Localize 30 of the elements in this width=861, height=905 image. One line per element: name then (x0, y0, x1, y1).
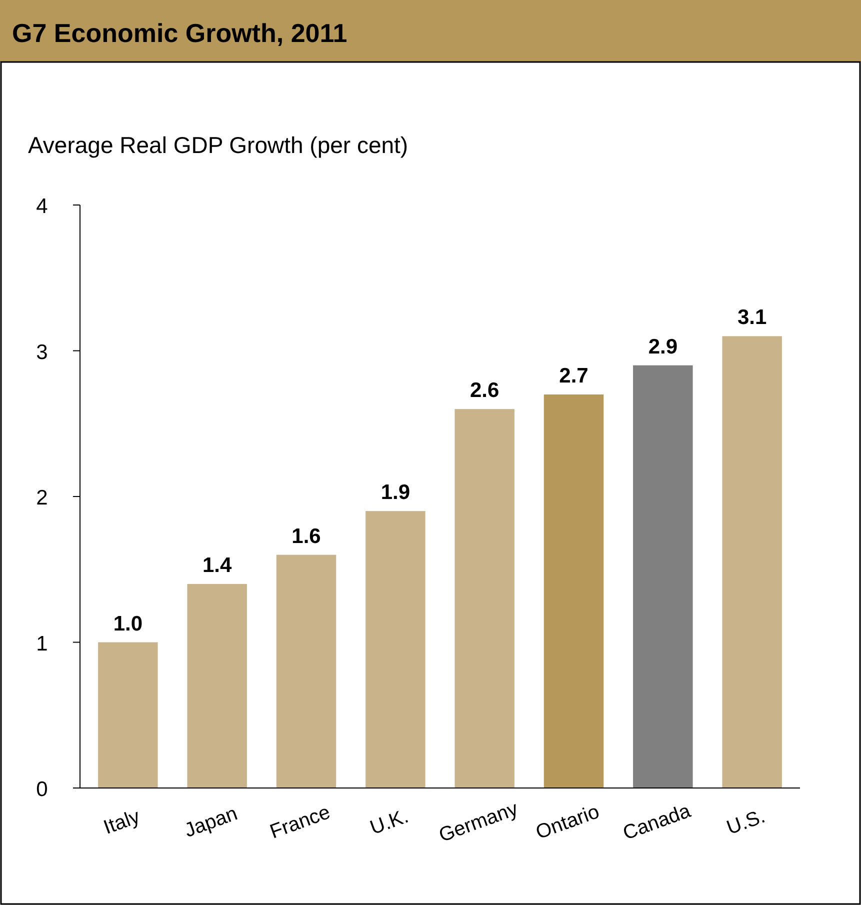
x-tick-label: France (267, 801, 334, 844)
bar (276, 554, 336, 788)
x-tick-label: Canada (620, 800, 694, 845)
data-label: 1.0 (113, 612, 143, 636)
y-tick-label: 1 (36, 632, 48, 656)
bar (544, 394, 604, 788)
x-tick-label: Italy (100, 806, 143, 839)
y-axis-title: Average Real GDP Growth (per cent) (28, 132, 408, 158)
x-tick-label: Japan (182, 802, 240, 842)
bar (633, 365, 693, 788)
x-tick-label: U.S. (724, 805, 768, 840)
x-tick-label: Ontario (533, 800, 602, 844)
data-label: 1.6 (292, 524, 321, 548)
y-tick-label: 3 (36, 340, 48, 364)
y-tick-label: 0 (36, 778, 48, 801)
y-tick-label: 2 (36, 486, 48, 510)
bar (722, 336, 782, 788)
data-label: 2.7 (559, 364, 588, 388)
x-tick-label: U.K. (367, 805, 412, 840)
bar (187, 584, 247, 788)
data-label: 2.6 (470, 379, 500, 402)
data-label: 2.9 (648, 335, 678, 358)
y-tick-label: 4 (36, 195, 48, 218)
bar (454, 409, 514, 788)
bar (98, 642, 158, 788)
data-label: 1.4 (202, 554, 232, 577)
data-label: 1.9 (380, 481, 410, 504)
data-label: 3.1 (737, 306, 767, 330)
bar (366, 511, 426, 788)
chart-title: G7 Economic Growth, 2011 (12, 18, 348, 48)
